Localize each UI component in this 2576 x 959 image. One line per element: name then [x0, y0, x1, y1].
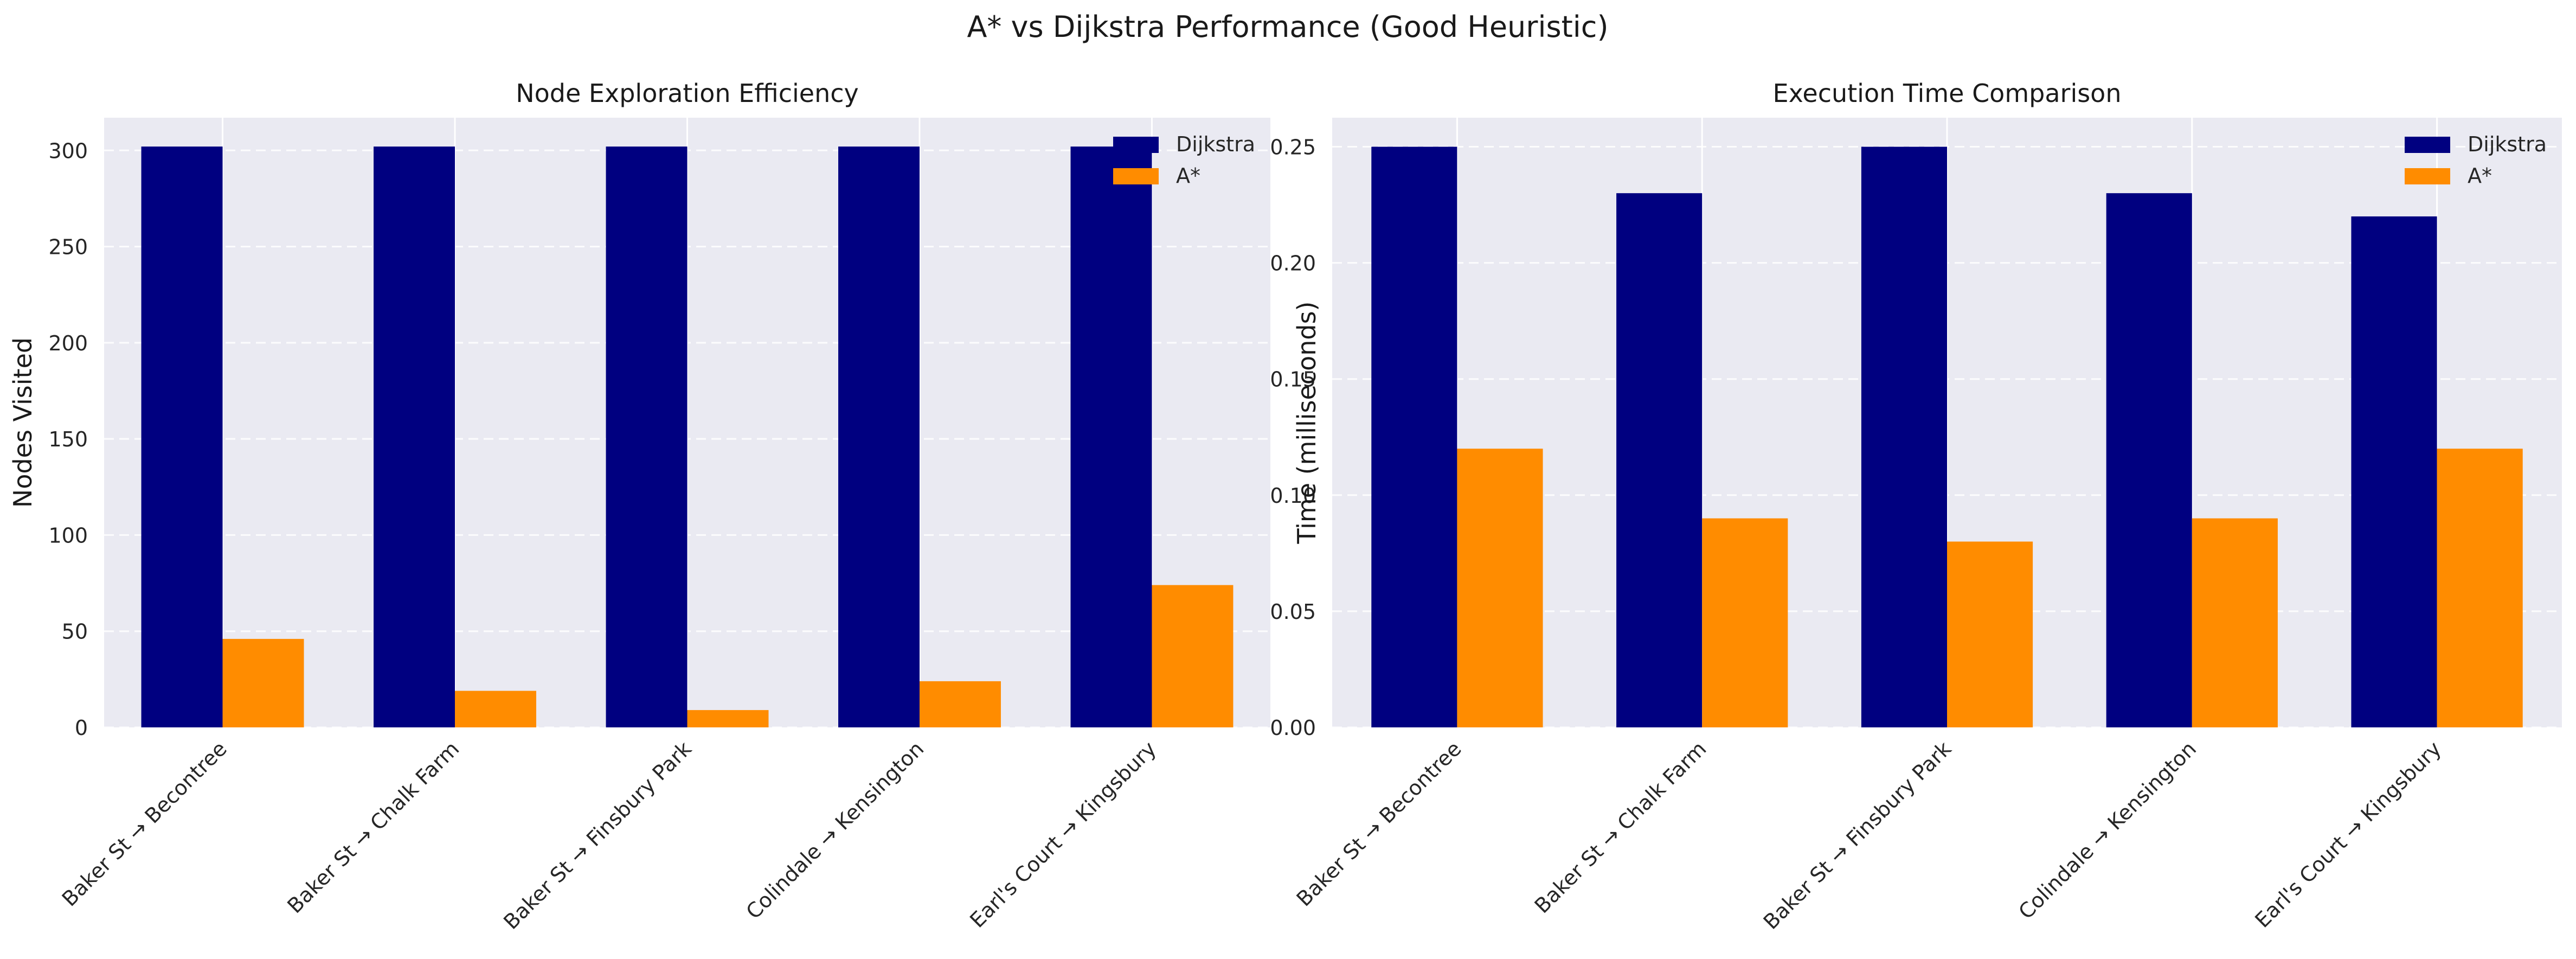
- bar-dijkstra: [838, 146, 920, 727]
- bar-astar: [1947, 541, 2033, 727]
- bar-astar: [2437, 449, 2523, 727]
- chart-panel-2: 0.00 0.05 0.10 0.15 0.20 0.25 Baker St → Becon…: [1270, 79, 2562, 934]
- chart-title: Execution Time Comparison: [1773, 79, 2122, 108]
- chart-title: Node Exploration Efficiency: [516, 79, 859, 108]
- bar-dijkstra: [1371, 146, 1457, 727]
- y-tick-label: 300: [48, 139, 88, 163]
- y-tick-label: 250: [48, 235, 88, 259]
- bar-astar: [1152, 585, 1234, 727]
- y-tick-label: 150: [48, 427, 88, 451]
- y-axis-label: Nodes Visited: [8, 337, 37, 508]
- y-tick-label: 50: [62, 620, 88, 644]
- x-tick-label: Earl's Court → Kingsbury: [2250, 737, 2446, 932]
- y-tick-label: 0.00: [1270, 716, 1316, 740]
- legend-swatch: [2405, 168, 2450, 184]
- figure-suptitle: A* vs Dijkstra Performance (Good Heurist…: [967, 10, 1608, 44]
- y-tick-label: 0.15: [1270, 368, 1316, 392]
- y-tick-label: 200: [48, 331, 88, 355]
- bar-astar: [687, 710, 769, 727]
- y-tick-label: 0.20: [1270, 252, 1316, 276]
- legend-label: A*: [2468, 164, 2492, 188]
- bar-dijkstra: [1861, 146, 1947, 727]
- y-tick-label: 0: [75, 716, 88, 740]
- bar-astar: [1457, 449, 1543, 727]
- y-tick-label: 0.05: [1270, 600, 1316, 624]
- y-tick-label: 0.10: [1270, 484, 1316, 508]
- bar-dijkstra: [1616, 193, 1703, 728]
- bar-dijkstra: [1070, 146, 1152, 727]
- bar-dijkstra: [374, 146, 455, 727]
- bar-astar: [919, 681, 1001, 727]
- x-tick-label: Colindale → Kensington: [2014, 737, 2201, 924]
- x-tick-label: Colindale → Kensington: [742, 737, 929, 924]
- y-axis-label: Time (milliseconds): [1292, 301, 1321, 544]
- legend-swatch: [1113, 168, 1159, 184]
- bar-astar: [1702, 518, 1788, 727]
- x-tick-label: Baker St → Becontree: [57, 737, 232, 911]
- legend-swatch: [1113, 137, 1159, 153]
- bar-dijkstra: [606, 146, 688, 727]
- bar-dijkstra: [141, 146, 223, 727]
- bar-astar: [222, 638, 304, 727]
- bar-dijkstra: [2351, 216, 2437, 727]
- y-tick-label: 100: [48, 523, 88, 547]
- legend: Dijkstra A*: [2405, 132, 2547, 188]
- chart-panel-1: 0 50 100 150 200 250 300 Baker St → Becontree Ba…: [8, 79, 1270, 934]
- bar-astar: [455, 691, 536, 727]
- legend-swatch: [2405, 137, 2450, 153]
- x-tick-label: Baker St → Chalk Farm: [282, 737, 464, 918]
- x-tick-label: Baker St → Becontree: [1292, 737, 1466, 911]
- y-tick-label: 0.25: [1270, 136, 1316, 159]
- x-tick-label: Earl's Court → Kingsbury: [965, 737, 1161, 932]
- x-tick-label: Baker St → Chalk Farm: [1530, 737, 1711, 918]
- legend-label: Dijkstra: [1176, 132, 1255, 156]
- bar-astar: [2192, 518, 2278, 727]
- legend: Dijkstra A*: [1113, 132, 1255, 188]
- x-tick-label: Baker St → Finsbury Park: [1759, 737, 1956, 934]
- legend-label: Dijkstra: [2468, 132, 2547, 156]
- legend-label: A*: [1176, 164, 1200, 188]
- x-tick-label: Baker St → Finsbury Park: [499, 737, 696, 934]
- bar-dijkstra: [2106, 193, 2192, 728]
